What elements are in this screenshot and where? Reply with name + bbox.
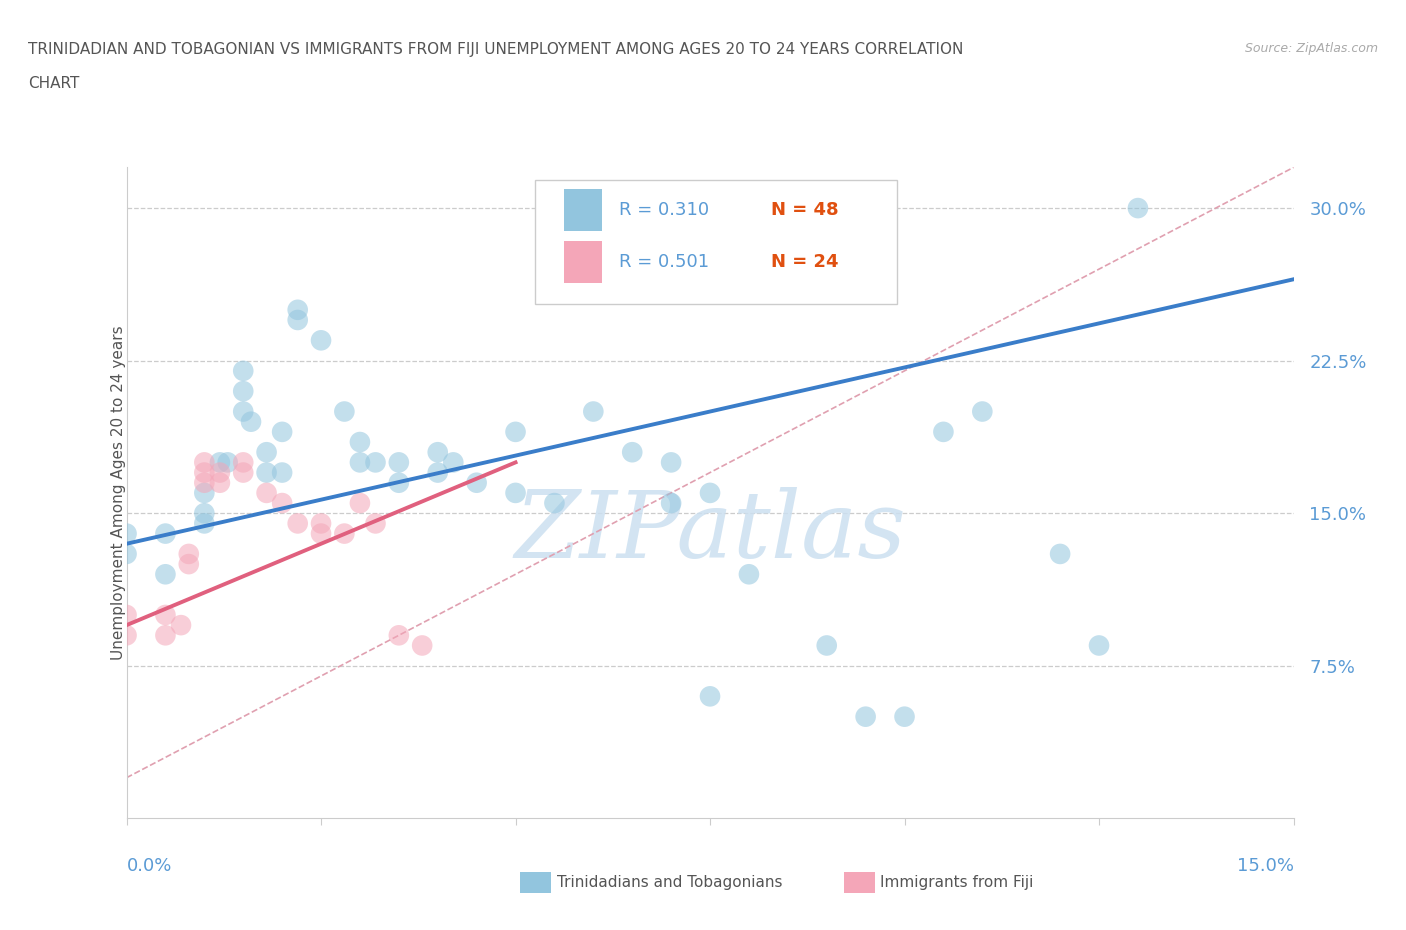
Point: [271, 496, 294, 511]
Point: [155, 567, 177, 582]
Point: [972, 405, 994, 419]
Point: [232, 384, 254, 399]
Point: [232, 465, 254, 480]
Point: [349, 434, 371, 449]
Point: [582, 405, 605, 419]
Point: [217, 455, 239, 470]
Point: [256, 465, 278, 480]
Text: Trinidadians and Tobagonians: Trinidadians and Tobagonians: [557, 875, 782, 890]
Text: Immigrants from Fiji: Immigrants from Fiji: [880, 875, 1033, 890]
Point: [256, 485, 278, 500]
Point: [232, 364, 254, 379]
Point: [349, 455, 371, 470]
Point: [232, 455, 254, 470]
Y-axis label: Unemployment Among Ages 20 to 24 years: Unemployment Among Ages 20 to 24 years: [111, 326, 125, 660]
Point: [364, 455, 387, 470]
Point: [271, 424, 294, 439]
Text: ZIPatlas: ZIPatlas: [515, 487, 905, 577]
Point: [193, 506, 215, 521]
Point: [193, 465, 215, 480]
Point: [271, 465, 294, 480]
Point: [256, 445, 278, 459]
Point: [1088, 638, 1111, 653]
Point: [177, 547, 200, 562]
Point: [287, 516, 309, 531]
Point: [388, 628, 411, 643]
Point: [115, 526, 138, 541]
Point: [155, 526, 177, 541]
Point: [309, 333, 332, 348]
Point: [699, 485, 721, 500]
Point: [177, 557, 200, 572]
Point: [388, 455, 411, 470]
Point: [232, 405, 254, 419]
Point: [193, 485, 215, 500]
Point: [364, 516, 387, 531]
Point: [287, 302, 309, 317]
Point: [309, 526, 332, 541]
Point: [465, 475, 488, 490]
Point: [893, 710, 915, 724]
Point: [441, 455, 464, 470]
Point: [193, 475, 215, 490]
Point: [115, 607, 138, 622]
Point: [208, 475, 231, 490]
Text: R = 0.310: R = 0.310: [619, 201, 709, 219]
Text: R = 0.501: R = 0.501: [619, 253, 709, 271]
Point: [333, 405, 356, 419]
Point: [309, 516, 332, 531]
Text: TRINIDADIAN AND TOBAGONIAN VS IMMIGRANTS FROM FIJI UNEMPLOYMENT AMONG AGES 20 TO: TRINIDADIAN AND TOBAGONIAN VS IMMIGRANTS…: [28, 42, 963, 57]
Point: [621, 445, 644, 459]
Point: [208, 465, 231, 480]
Point: [208, 455, 231, 470]
FancyBboxPatch shape: [534, 180, 897, 304]
Point: [388, 475, 411, 490]
Text: Source: ZipAtlas.com: Source: ZipAtlas.com: [1244, 42, 1378, 55]
Point: [193, 516, 215, 531]
Point: [287, 312, 309, 327]
Text: N = 48: N = 48: [770, 201, 838, 219]
Text: CHART: CHART: [28, 76, 80, 91]
Point: [155, 628, 177, 643]
Point: [815, 638, 838, 653]
Point: [240, 414, 263, 429]
FancyBboxPatch shape: [564, 241, 602, 283]
Point: [426, 465, 449, 480]
Point: [115, 547, 138, 562]
Point: [1049, 547, 1071, 562]
Point: [505, 424, 527, 439]
Point: [155, 607, 177, 622]
Point: [855, 710, 877, 724]
Point: [699, 689, 721, 704]
Point: [426, 445, 449, 459]
Point: [193, 455, 215, 470]
Text: 0.0%: 0.0%: [127, 857, 172, 875]
FancyBboxPatch shape: [564, 189, 602, 231]
Point: [738, 567, 761, 582]
Point: [115, 628, 138, 643]
Point: [170, 618, 193, 632]
Point: [333, 526, 356, 541]
Point: [349, 496, 371, 511]
Point: [1126, 201, 1149, 216]
Point: [932, 424, 955, 439]
Point: [411, 638, 433, 653]
Point: [659, 496, 682, 511]
Point: [543, 496, 565, 511]
Text: N = 24: N = 24: [770, 253, 838, 271]
Text: 15.0%: 15.0%: [1236, 857, 1294, 875]
Point: [659, 455, 682, 470]
Point: [505, 485, 527, 500]
